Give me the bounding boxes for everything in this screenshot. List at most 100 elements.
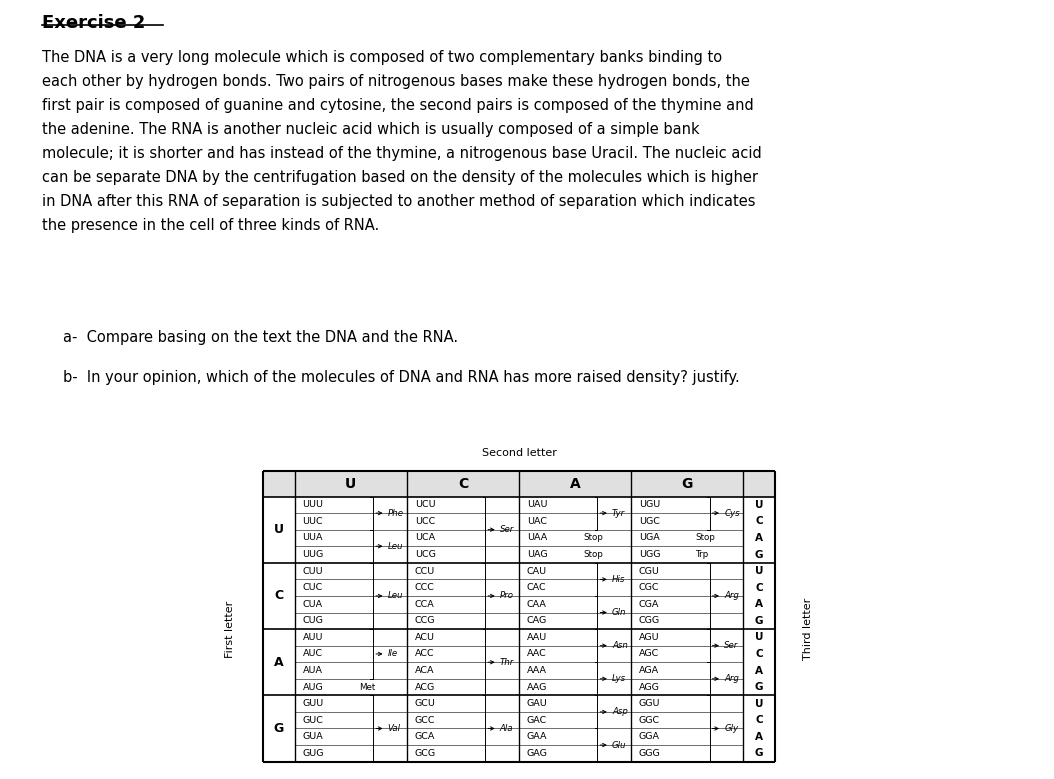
- Text: UGU: UGU: [639, 500, 660, 509]
- Text: The DNA is a very long molecule which is composed of two complementary banks bin: The DNA is a very long molecule which is…: [42, 50, 762, 233]
- Text: AAU: AAU: [527, 633, 547, 642]
- Text: AGU: AGU: [639, 633, 660, 642]
- Text: Ile: Ile: [388, 650, 398, 658]
- Text: C: C: [756, 583, 763, 593]
- Text: GCA: GCA: [414, 732, 435, 742]
- Text: GGG: GGG: [639, 749, 661, 758]
- Text: C: C: [274, 590, 284, 602]
- Text: Arg: Arg: [724, 591, 739, 601]
- Text: A: A: [569, 477, 581, 491]
- Text: UCC: UCC: [414, 517, 435, 526]
- Bar: [264, 471, 775, 762]
- Text: Tyr: Tyr: [612, 509, 625, 517]
- Text: Cys: Cys: [724, 509, 740, 517]
- Text: CAA: CAA: [527, 600, 547, 608]
- Text: GGC: GGC: [639, 716, 660, 724]
- Text: GAU: GAU: [527, 699, 548, 708]
- Text: Exercise 2: Exercise 2: [42, 13, 145, 32]
- Text: CUA: CUA: [302, 600, 323, 608]
- Text: A: A: [755, 533, 763, 543]
- Text: Gly: Gly: [724, 724, 738, 733]
- Text: GUC: GUC: [302, 716, 324, 724]
- Text: First letter: First letter: [226, 601, 235, 657]
- Text: Third letter: Third letter: [802, 598, 813, 661]
- Text: AAG: AAG: [527, 682, 547, 692]
- Text: U: U: [755, 633, 763, 643]
- Text: AUG: AUG: [302, 682, 324, 692]
- Text: Trp: Trp: [695, 550, 708, 559]
- Text: UGC: UGC: [639, 517, 660, 526]
- Text: Pro: Pro: [500, 591, 514, 601]
- Text: GCC: GCC: [414, 716, 435, 724]
- Text: A: A: [274, 656, 284, 668]
- Text: GUA: GUA: [302, 732, 324, 742]
- Text: UGA: UGA: [639, 534, 660, 542]
- Text: AUU: AUU: [302, 633, 324, 642]
- Text: Thr: Thr: [500, 657, 514, 667]
- Text: ACG: ACG: [414, 682, 435, 692]
- Text: UCU: UCU: [414, 500, 435, 509]
- Text: CUC: CUC: [302, 583, 323, 592]
- Text: CCU: CCU: [414, 566, 435, 576]
- Text: Ala: Ala: [500, 724, 513, 733]
- Text: CCG: CCG: [414, 616, 435, 626]
- Text: UAC: UAC: [527, 517, 547, 526]
- Text: GUU: GUU: [302, 699, 324, 708]
- Text: A: A: [755, 599, 763, 609]
- Text: CAU: CAU: [527, 566, 547, 576]
- Text: Asn: Asn: [612, 641, 628, 650]
- Text: CGU: CGU: [639, 566, 660, 576]
- Text: CCA: CCA: [414, 600, 434, 608]
- Text: U: U: [345, 477, 356, 491]
- Text: Gln: Gln: [612, 608, 626, 617]
- Text: GAC: GAC: [527, 716, 547, 724]
- Text: G: G: [755, 615, 763, 626]
- Text: a-  Compare basing on the text the DNA and the RNA.: a- Compare basing on the text the DNA an…: [63, 330, 458, 345]
- Text: CUU: CUU: [302, 566, 324, 576]
- Text: CGC: CGC: [639, 583, 660, 592]
- Text: AAC: AAC: [527, 650, 547, 658]
- Text: Ser: Ser: [724, 641, 739, 650]
- Text: U: U: [755, 500, 763, 509]
- Text: Arg: Arg: [724, 675, 739, 683]
- Text: Leu: Leu: [388, 591, 404, 601]
- Text: Leu: Leu: [388, 541, 404, 551]
- Text: His: His: [612, 575, 625, 584]
- Text: C: C: [756, 649, 763, 659]
- Text: Lys: Lys: [612, 675, 626, 683]
- Text: ACC: ACC: [414, 650, 434, 658]
- Text: C: C: [756, 715, 763, 725]
- Text: CAG: CAG: [527, 616, 547, 626]
- Text: A: A: [755, 665, 763, 675]
- Text: Second letter: Second letter: [482, 448, 557, 458]
- Text: GUG: GUG: [302, 749, 324, 758]
- Text: CGG: CGG: [639, 616, 660, 626]
- Text: UAU: UAU: [527, 500, 547, 509]
- Text: b-  In your opinion, which of the molecules of DNA and RNA has more raised densi: b- In your opinion, which of the molecul…: [63, 371, 740, 386]
- Bar: [264, 471, 775, 496]
- Text: G: G: [755, 682, 763, 692]
- Text: GCU: GCU: [414, 699, 435, 708]
- Text: CGA: CGA: [639, 600, 660, 608]
- Text: Stop: Stop: [583, 534, 603, 542]
- Text: ACA: ACA: [414, 666, 434, 675]
- Text: C: C: [457, 477, 468, 491]
- Text: Stop: Stop: [583, 550, 603, 559]
- Text: UUA: UUA: [302, 534, 324, 542]
- Text: AGA: AGA: [639, 666, 659, 675]
- Text: GAA: GAA: [527, 732, 547, 742]
- Text: UAG: UAG: [527, 550, 547, 559]
- Text: AAA: AAA: [527, 666, 547, 675]
- Text: AGC: AGC: [639, 650, 659, 658]
- Text: AUA: AUA: [302, 666, 323, 675]
- Text: AGG: AGG: [639, 682, 660, 692]
- Text: G: G: [755, 549, 763, 559]
- Text: U: U: [755, 566, 763, 576]
- Text: U: U: [274, 523, 284, 536]
- Text: CAC: CAC: [527, 583, 546, 592]
- Text: G: G: [274, 722, 284, 735]
- Text: UCA: UCA: [414, 534, 435, 542]
- Text: U: U: [755, 699, 763, 709]
- Text: UUU: UUU: [302, 500, 324, 509]
- Text: Stop: Stop: [695, 534, 715, 542]
